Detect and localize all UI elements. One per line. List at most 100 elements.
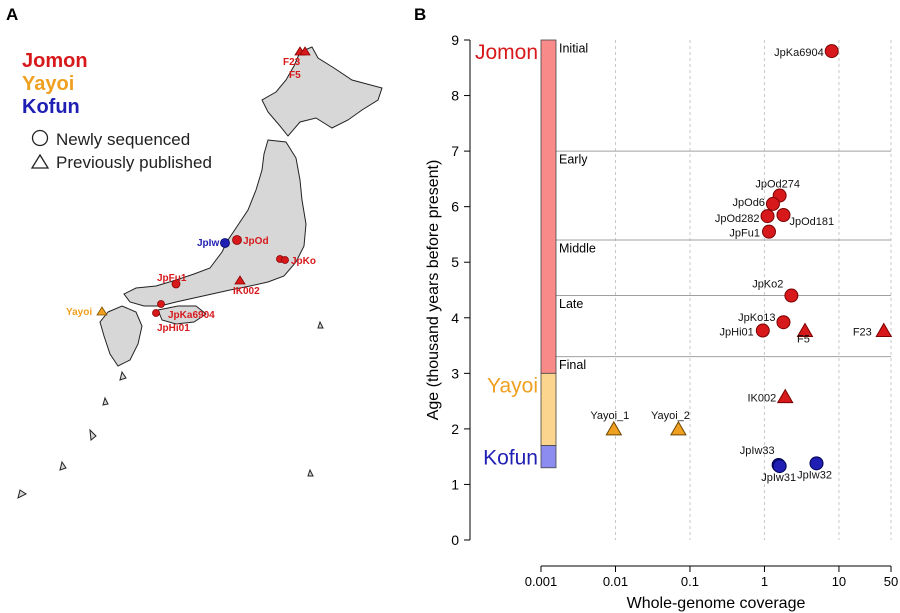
panel-b-label: B (414, 5, 426, 24)
legend-previously-published: Previously published (56, 153, 212, 172)
point-label-jpod6: JpOd6 (733, 197, 765, 209)
y-tick-label-7: 7 (451, 143, 459, 159)
map-marker-yayoi (96, 306, 108, 316)
y-tick-label-3: 3 (451, 365, 459, 381)
point-jpiw31 (772, 459, 787, 474)
point-label-jpko2: JpKo2 (752, 279, 783, 291)
point-label-jpiw31: JpIw31 (761, 472, 796, 484)
subperiod-label-final: Final (559, 358, 586, 372)
point-label-ik002: IK002 (747, 393, 776, 405)
chart-point-labels: JpKa6904 JpOd274 JpOd6 JpOd282 JpOd181 JpFu1 J… (590, 47, 871, 484)
map-label-jpfu1: JpFu1 (157, 273, 187, 284)
japan-map (17, 46, 383, 499)
point-jpko13 (776, 315, 791, 330)
point-jpod282 (760, 209, 775, 224)
point-label-jpiw33: JpIw33 (740, 445, 775, 457)
period-bar-jomon (540, 39, 557, 374)
point-label-jphi01: JpHi01 (720, 327, 754, 339)
map-label-f5: F5 (289, 70, 301, 81)
map-marker-f5 (299, 46, 311, 56)
point-jpod181 (776, 208, 791, 222)
y-tick-label-0: 0 (451, 532, 459, 548)
y-tick-label-4: 4 (451, 310, 459, 326)
point-label-jpod181: JpOd181 (789, 216, 834, 228)
y-tick-label-9: 9 (451, 32, 459, 48)
y-tick-label-6: 6 (451, 199, 459, 215)
point-jpka6904 (824, 44, 839, 59)
map-label-jpiw: JpIw (197, 238, 219, 249)
point-label-f5: F5 (797, 334, 810, 346)
point-label-jpod274: JpOd274 (755, 179, 800, 191)
point-label-jpiw32: JpIw32 (797, 469, 832, 481)
map-labels: F23 F5 JpIw JpOd JpKo JpFu1 IK002 Yayoi … (66, 57, 316, 334)
map-honshu (123, 139, 307, 307)
map-label-jpka6904: JpKa6904 (168, 310, 215, 321)
point-yayoi-1 (605, 420, 623, 436)
x-axis-title: Whole-genome coverage (627, 595, 806, 612)
point-jphi01 (755, 323, 770, 338)
map-marker-jpko-2 (281, 256, 289, 264)
subperiod-label-middle: Middle (559, 241, 596, 255)
point-label-jpko13: JpKo13 (738, 312, 775, 324)
x-tick-label-10: 10 (832, 574, 846, 589)
x-tick-label-0-01: 0.01 (603, 574, 628, 589)
chart-axes: 0 1 2 3 4 5 6 7 8 9 Age (thousand years before pre… (425, 32, 898, 612)
map-label-ik002: IK002 (233, 286, 260, 297)
point-label-f23: F23 (853, 327, 872, 339)
point-ik002 (776, 388, 794, 404)
map-marker-jpiw (220, 238, 230, 248)
period-label-kofun: Kofun (483, 447, 538, 470)
point-f23 (875, 322, 893, 338)
point-jpfu1 (761, 224, 776, 239)
point-label-jpka6904: JpKa6904 (774, 47, 824, 59)
map-label-jphi01: JpHi01 (157, 323, 190, 334)
legend-newly-sequenced: Newly sequenced (56, 130, 190, 149)
chart-grid (556, 40, 892, 540)
legend-period-jomon: Jomon (22, 50, 88, 72)
x-tick-label-1: 1 (761, 574, 768, 589)
y-tick-label-8: 8 (451, 88, 459, 104)
map-shikoku (157, 305, 207, 325)
y-axis-title: Age (thousand years before present) (425, 160, 442, 421)
point-jpko2 (784, 288, 799, 303)
map-label-f23: F23 (283, 57, 301, 68)
map-label-yayoi: Yayoi (66, 307, 92, 318)
x-tick-label-50: 50 (884, 574, 898, 589)
y-tick-label-1: 1 (451, 476, 459, 492)
x-tick-label-0-001: 0.001 (525, 574, 558, 589)
point-label-jpfu1: JpFu1 (729, 228, 760, 240)
chart-period-bars: Jomon Yayoi Kofun Initial Early Middle Late Fin… (475, 39, 596, 470)
y-tick-label-2: 2 (451, 421, 459, 437)
legend-triangle-icon (30, 153, 50, 169)
map-label-jpko: JpKo (291, 256, 316, 267)
period-label-yayoi: Yayoi (487, 374, 538, 397)
map-marker-jpfu1 (171, 279, 181, 289)
period-label-jomon: Jomon (475, 41, 538, 64)
y-tick-label-5: 5 (451, 254, 459, 270)
map-hokkaido (261, 46, 383, 137)
map-markers (96, 46, 311, 317)
chart-points (605, 44, 893, 474)
map-marker-jpka6904 (157, 300, 165, 308)
map-kyushu (99, 305, 143, 367)
panel-a-label: A (6, 5, 18, 24)
point-label-yayoi-1: Yayoi_1 (590, 410, 629, 422)
period-bar-yayoi (540, 372, 557, 446)
point-jpod6 (765, 196, 780, 211)
point-label-yayoi-2: Yayoi_2 (651, 410, 690, 422)
point-f5 (796, 322, 814, 338)
period-bar-kofun (540, 445, 557, 469)
map-marker-jphi01 (152, 309, 160, 317)
map-marker-jpod (232, 235, 242, 245)
legend-period-yayoi: Yayoi (22, 73, 74, 95)
subperiod-label-initial: Initial (559, 41, 588, 55)
map-marker-ik002 (234, 275, 246, 285)
legend-circle-icon (31, 129, 49, 147)
x-tick-label-0-1: 0.1 (681, 574, 699, 589)
legend-period-kofun: Kofun (22, 96, 80, 118)
panel-a-legend: Jomon Yayoi Kofun Newly sequenced Previo… (22, 50, 212, 172)
subperiod-label-early: Early (559, 152, 588, 166)
subperiod-label-late: Late (559, 297, 583, 311)
coverage-age-chart: Jomon Yayoi Kofun Initial Early Middle Late Fin… (425, 32, 898, 612)
